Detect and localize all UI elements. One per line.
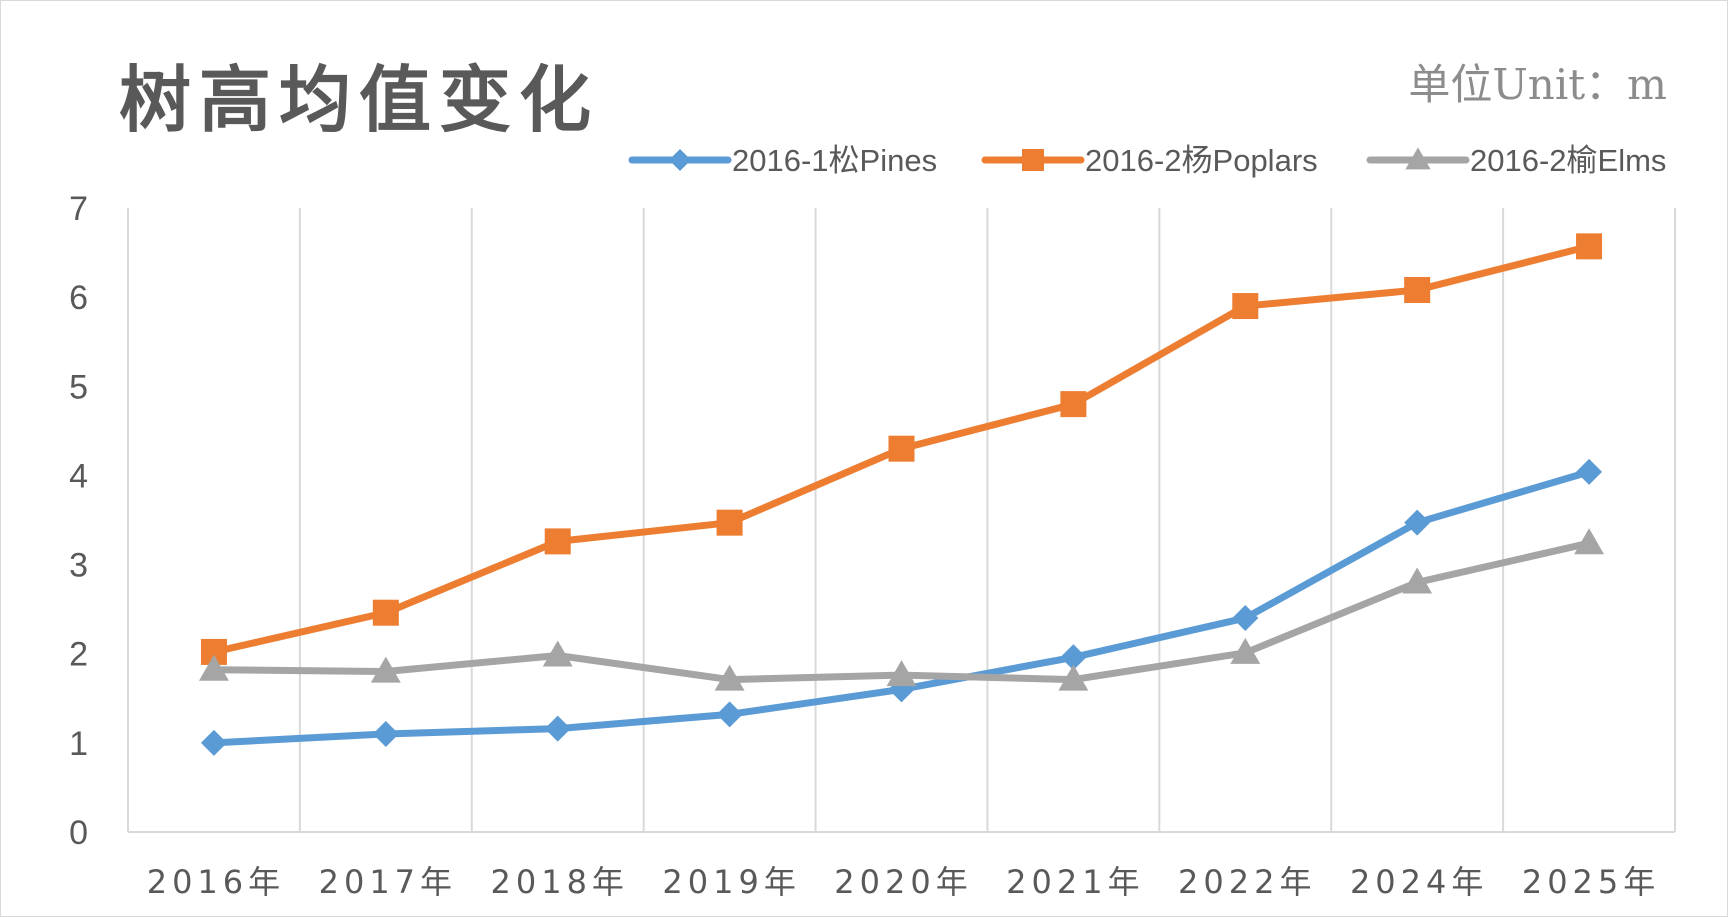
legend-swatch-marker [1022,149,1044,171]
data-point [714,664,745,691]
x-tick-label: 2017年 [319,863,457,901]
legend: 2016-1松Pines 2016-2杨Poplars 2016-2榆Elms [628,143,1666,178]
data-point [1232,293,1259,320]
x-tick-label: 2018年 [490,863,628,901]
data-point [1576,233,1603,260]
data-point [544,715,571,742]
data-point [1404,509,1431,536]
data-point [1230,637,1261,664]
x-tick-label: 2025年 [1522,863,1660,901]
data-point [542,640,573,667]
legend-label: 2016-1松Pines [732,143,937,178]
y-tick-label: 5 [69,368,88,406]
legend-swatch-marker [669,149,691,171]
data-point [716,701,743,728]
data-point [1574,528,1605,555]
series-line [210,539,1593,684]
data-point [1576,458,1603,485]
data-point [544,528,571,555]
data-point [1232,605,1259,632]
legend-item-2: 2016-2榆Elms [1366,143,1666,178]
legend-label: 2016-2杨Poplars [1085,143,1318,178]
series-2 [198,528,1605,691]
y-tick-label: 7 [69,190,88,228]
data-point [372,599,399,626]
series-1 [200,233,1603,665]
legend-item-1: 2016-2杨Poplars [981,143,1318,178]
series-0 [200,458,1603,756]
y-axis-ticks: 0 1 2 3 4 5 6 7 [69,190,88,852]
legend-swatch-marker [1405,147,1431,170]
y-tick-label: 3 [69,547,88,585]
series-group [198,233,1605,756]
data-point [198,654,229,681]
data-point [1402,567,1433,594]
chart-title: 树高均值变化 [119,58,600,142]
data-point [716,509,743,536]
y-tick-label: 0 [69,814,88,852]
gridlines [127,208,1676,833]
data-point [370,656,401,683]
y-tick-label: 4 [69,457,88,495]
x-tick-label: 2019年 [662,863,800,901]
data-point [1060,644,1087,671]
x-tick-label: 2022年 [1178,863,1316,901]
legend-item-0: 2016-1松Pines [628,143,937,178]
x-axis-ticks: 2016年 2017年 2018年 2019年 2020年 2021年 2022年 2024年… [147,863,1660,901]
data-point [200,729,227,756]
legend-label: 2016-2榆Elms [1470,143,1666,178]
x-tick-label: 2016年 [147,863,285,901]
data-point [886,660,917,687]
data-point [372,720,399,747]
y-tick-label: 1 [69,725,88,763]
y-tick-label: 2 [69,636,88,674]
data-point [1060,391,1087,418]
x-tick-label: 2021年 [1006,863,1144,901]
x-tick-label: 2024年 [1350,863,1488,901]
data-point [888,435,915,462]
y-tick-label: 6 [69,279,88,317]
data-point [1058,664,1089,691]
data-point [1404,277,1431,304]
x-tick-label: 2020年 [834,863,972,901]
unit-label: 单位Unit：m [1408,60,1667,109]
